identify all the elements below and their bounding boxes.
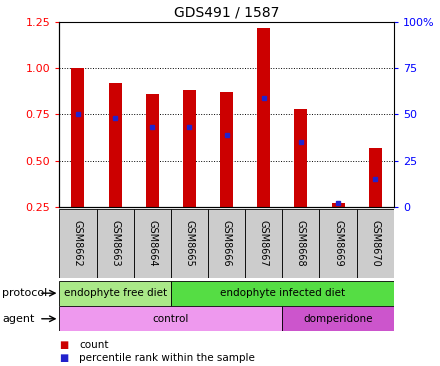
Text: GSM8663: GSM8663	[110, 220, 120, 267]
FancyBboxPatch shape	[357, 209, 394, 278]
Text: percentile rank within the sample: percentile rank within the sample	[79, 353, 255, 363]
FancyBboxPatch shape	[96, 209, 134, 278]
FancyBboxPatch shape	[59, 281, 171, 306]
FancyBboxPatch shape	[134, 209, 171, 278]
Bar	[71, 68, 84, 207]
Text: endophyte free diet: endophyte free diet	[63, 288, 167, 298]
FancyBboxPatch shape	[245, 209, 282, 278]
Text: GSM8665: GSM8665	[184, 220, 194, 267]
Text: GSM8668: GSM8668	[296, 220, 306, 267]
Text: protocol: protocol	[2, 288, 48, 298]
Bar	[146, 94, 159, 207]
Text: control: control	[153, 314, 189, 324]
Text: domperidone: domperidone	[303, 314, 373, 324]
Text: GSM8669: GSM8669	[333, 220, 343, 267]
Bar	[369, 147, 382, 207]
FancyBboxPatch shape	[171, 209, 208, 278]
Text: GSM8664: GSM8664	[147, 220, 157, 267]
Bar	[109, 83, 121, 207]
FancyBboxPatch shape	[319, 209, 357, 278]
Bar	[220, 92, 233, 207]
Text: GSM8667: GSM8667	[259, 220, 269, 267]
Bar	[294, 109, 308, 207]
FancyBboxPatch shape	[282, 306, 394, 331]
Text: endophyte infected diet: endophyte infected diet	[220, 288, 345, 298]
Text: agent: agent	[2, 314, 35, 324]
FancyBboxPatch shape	[282, 209, 319, 278]
Text: count: count	[79, 340, 109, 350]
Bar	[332, 203, 345, 207]
FancyBboxPatch shape	[171, 281, 394, 306]
Text: GSM8662: GSM8662	[73, 220, 83, 267]
Bar	[257, 27, 270, 207]
Text: ■: ■	[59, 340, 69, 350]
Text: ■: ■	[59, 353, 69, 363]
FancyBboxPatch shape	[59, 209, 96, 278]
FancyBboxPatch shape	[208, 209, 245, 278]
FancyBboxPatch shape	[59, 306, 282, 331]
Text: GSM8666: GSM8666	[222, 220, 231, 267]
Title: GDS491 / 1587: GDS491 / 1587	[174, 5, 279, 19]
Text: GSM8670: GSM8670	[370, 220, 380, 267]
Bar	[183, 90, 196, 207]
